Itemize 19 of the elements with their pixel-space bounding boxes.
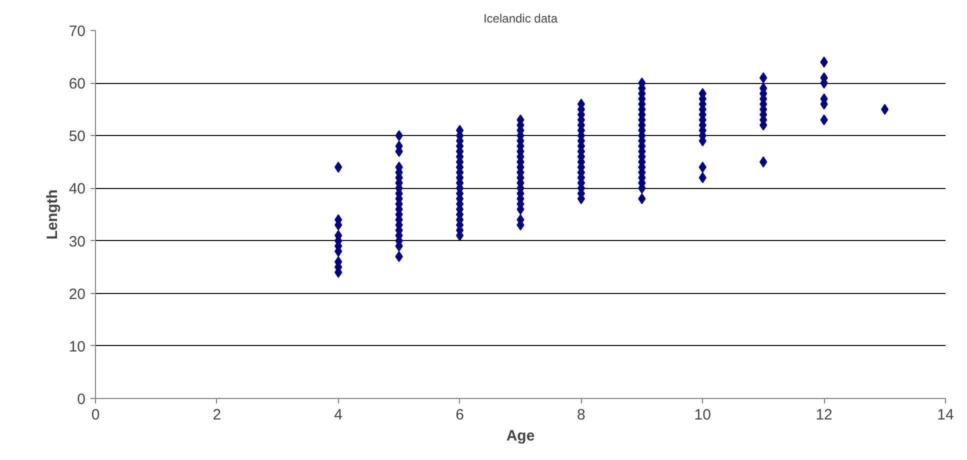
x-axis-title: Age (506, 428, 535, 444)
x-tick-label: 10 (694, 406, 711, 424)
x-tick-label: 12 (816, 406, 832, 424)
y-tick-label: 0 (77, 391, 86, 408)
y-tick-label: 20 (68, 286, 86, 303)
y-tick-label: 50 (68, 128, 86, 146)
y-axis-title: Length (44, 189, 61, 240)
x-tick-label: 0 (91, 406, 100, 424)
y-tick-label: 30 (68, 233, 86, 250)
y-tick-label: 40 (68, 180, 86, 198)
x-tick-label: 6 (456, 406, 464, 424)
x-tick-label: 4 (334, 406, 343, 424)
x-tick-label: 14 (937, 406, 954, 424)
chart-title: Icelandic data (483, 12, 558, 26)
x-tick-label: 8 (577, 406, 586, 424)
y-tick-label: 70 (68, 23, 86, 40)
x-tick-label: 2 (212, 406, 222, 424)
y-tick-label: 10 (68, 338, 86, 356)
y-tick-label: 60 (68, 76, 86, 93)
